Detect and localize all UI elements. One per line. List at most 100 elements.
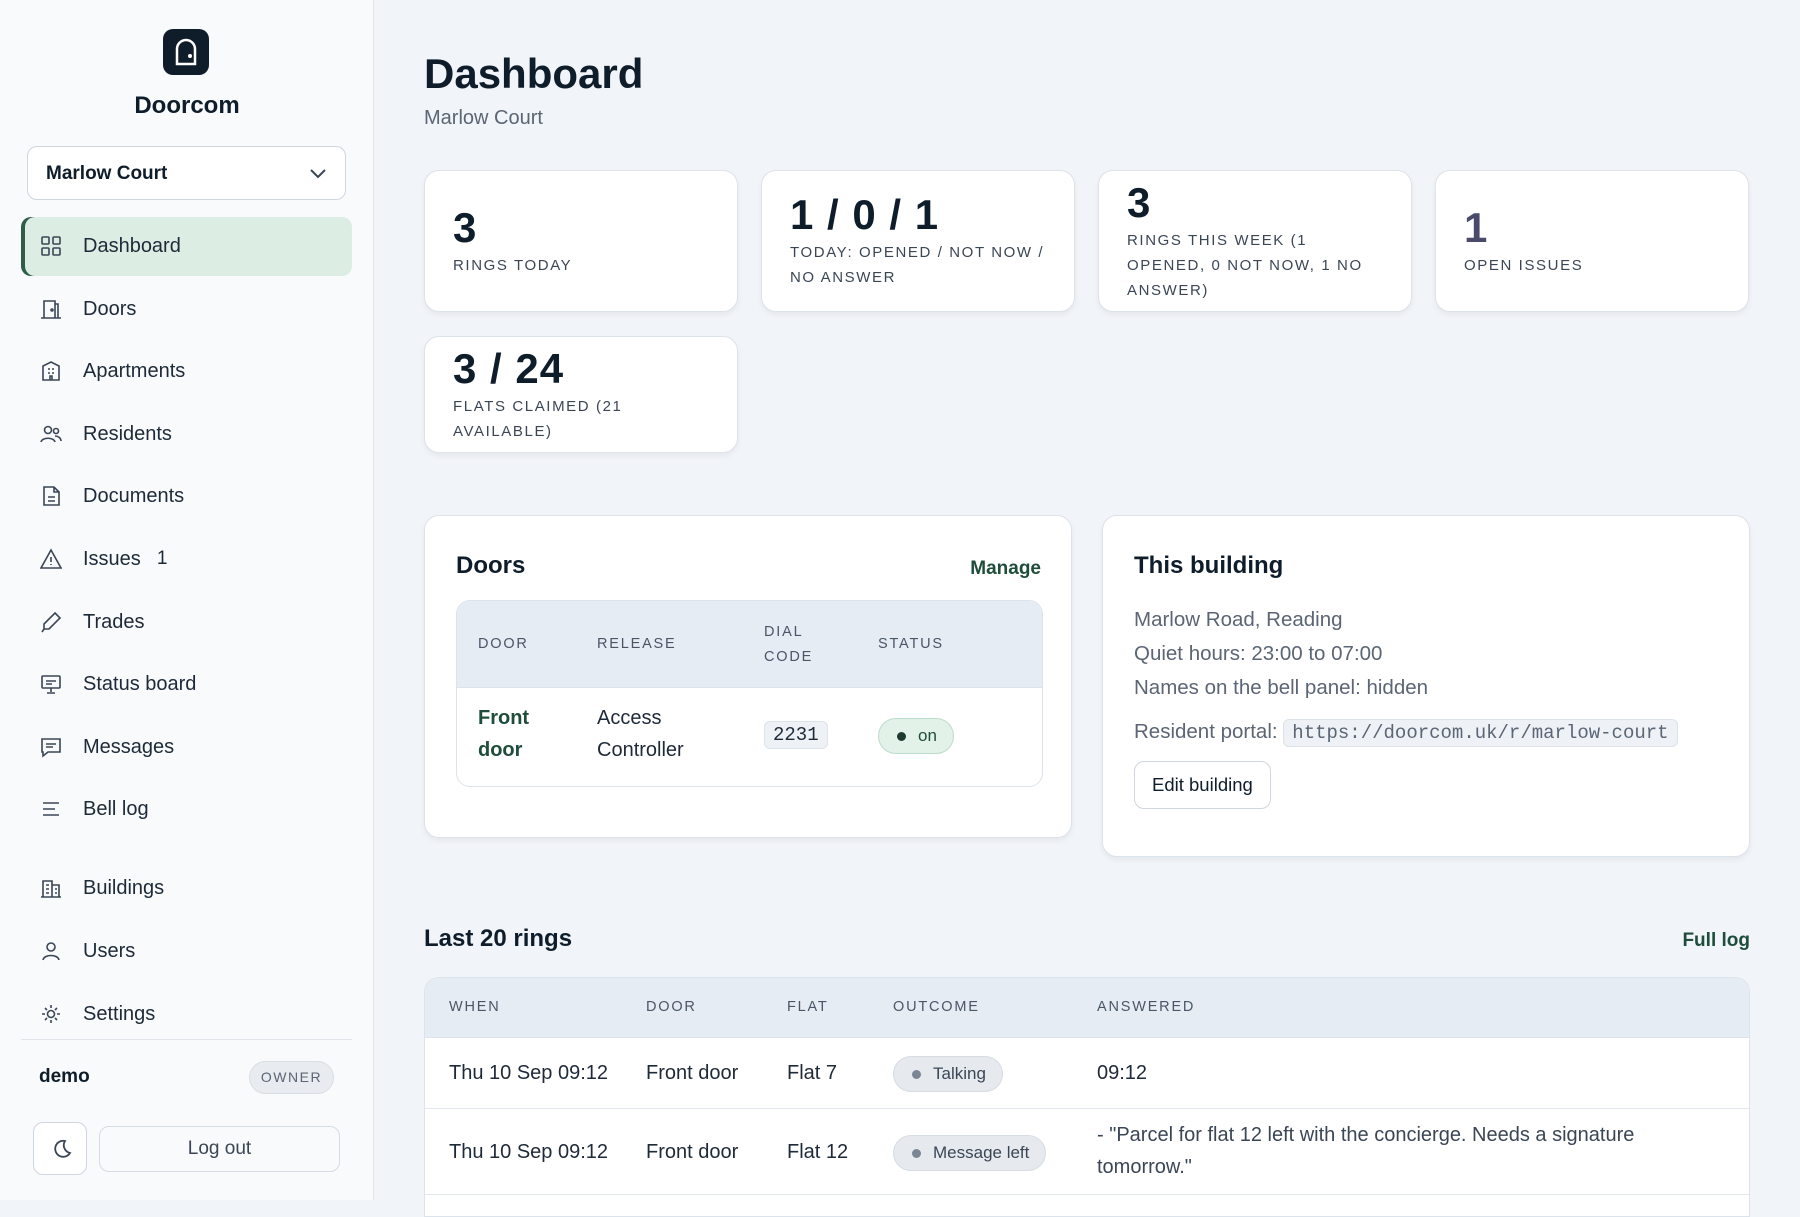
nav-item[interactable]: Users xyxy=(21,922,352,981)
card-title: This building xyxy=(1134,552,1284,579)
nav-item[interactable]: Issues 1 xyxy=(21,530,352,589)
stat-value: 3 xyxy=(453,203,478,251)
building-card: This building Resident portal: https://d… xyxy=(1102,515,1750,857)
moon-icon xyxy=(54,1139,72,1158)
nav-label: Bell log xyxy=(83,798,149,821)
table-header: DOOR RELEASE DIAL CODE STATUS xyxy=(457,601,1042,688)
nav-label: Dashboard xyxy=(83,235,181,257)
door-code: 2231 xyxy=(764,721,828,749)
stat-card: 3 RINGS TODAY xyxy=(424,170,738,312)
stat-label: OPEN ISSUES xyxy=(1464,256,1584,274)
user-role: OWNER xyxy=(249,1061,334,1094)
building-line: Names on the bell panel: hidden xyxy=(1134,676,1429,699)
stat-value: 3 xyxy=(1127,178,1152,226)
nav-item[interactable]: Settings xyxy=(21,985,352,1039)
sidebar: Doorcom Marlow Court Dashboard Doors Apart… xyxy=(0,0,374,1200)
column-header: DOOR xyxy=(646,999,697,1015)
brand: Doorcom xyxy=(134,92,240,119)
column-header: FLAT xyxy=(787,999,829,1015)
stat-label: RINGS THIS WEEK (1 OPENED, 0 NOT NOW, 1 … xyxy=(1127,231,1363,299)
separator xyxy=(21,1039,352,1040)
nav-label: Status board xyxy=(83,673,197,696)
nav-item[interactable]: Dashboard xyxy=(21,217,352,276)
table-header: WHEN DOOR FLAT OUTCOME ANSWERED xyxy=(425,978,1749,1038)
nav-label: Trades xyxy=(83,610,145,633)
nav-icon xyxy=(42,361,60,381)
outcome-cell: Talking xyxy=(893,1056,1003,1092)
nav-icon xyxy=(41,236,61,256)
column-header: OUTCOME xyxy=(893,999,980,1015)
nav-label: Documents xyxy=(83,485,185,508)
nav-icon xyxy=(41,299,61,319)
nav-item[interactable]: Residents xyxy=(21,405,352,464)
stat-value: 1 / 0 / 1 xyxy=(790,191,940,238)
nav-icon xyxy=(43,486,60,507)
ring-answered: - "Parcel for flat 12 left with the conc… xyxy=(1097,1124,1635,1178)
stat-value: 3 / 24 xyxy=(453,344,565,392)
column-header: DIAL CODE xyxy=(764,624,814,665)
theme-toggle[interactable] xyxy=(33,1122,87,1175)
door-code-cell: 2231 xyxy=(764,718,828,751)
page-subtitle: Marlow Court xyxy=(424,107,543,129)
status-label: on xyxy=(918,726,937,745)
portal-line: Resident portal: https://doorcom.uk/r/ma… xyxy=(1134,719,1678,747)
outcome-dot xyxy=(912,1148,921,1158)
column-header: DOOR xyxy=(478,636,529,652)
nav-icon xyxy=(40,425,62,443)
chevron xyxy=(310,169,326,179)
edit-building-button[interactable]: Edit building xyxy=(1134,761,1271,809)
nav-icon xyxy=(42,942,60,961)
nav-label: Buildings xyxy=(83,877,165,900)
nav-label: Settings xyxy=(83,1002,156,1025)
stats: 3 RINGS TODAY 1 / 0 / 1 TODAY: OPENED / NOT… xyxy=(424,170,1749,453)
logo xyxy=(163,29,209,75)
status-pill: on xyxy=(878,718,954,754)
logo-icon xyxy=(175,38,197,66)
nav-item[interactable]: Documents xyxy=(21,467,352,526)
ring-flat: Flat 7 xyxy=(787,1062,838,1084)
card-title: Doors xyxy=(456,552,526,579)
manage-link[interactable]: Manage xyxy=(970,558,1041,579)
logout-button[interactable]: Log out xyxy=(99,1126,340,1172)
nav-label: Doors xyxy=(83,297,137,320)
outcome-pill: Message left xyxy=(893,1135,1047,1171)
stat-card: 1 / 0 / 1 TODAY: OPENED / NOT NOW / NO AN… xyxy=(761,170,1075,312)
nav-item[interactable]: Bell log xyxy=(21,780,352,839)
main: Dashboard Marlow Court 3 RINGS TODAY 1 / 0… xyxy=(424,0,1750,1217)
stat-label: RINGS TODAY xyxy=(453,256,573,274)
stat-value: 1 xyxy=(1464,203,1489,251)
nav-icon xyxy=(40,548,62,569)
nav-label: Apartments xyxy=(83,360,186,383)
nav-label: Users xyxy=(83,939,136,962)
ring-answered: 09:12 xyxy=(1097,1062,1148,1084)
nav-item[interactable]: Status board xyxy=(21,655,352,714)
table-row: Thu 10 Sep 09:12 Front door Flat 12 Message… xyxy=(425,1109,1749,1195)
column-header: WHEN xyxy=(449,999,501,1015)
door-release: Access Controller xyxy=(597,707,684,761)
nav-item[interactable]: Doors xyxy=(21,280,352,339)
nav-item[interactable]: Trades xyxy=(21,593,352,652)
door-name[interactable]: Front door xyxy=(478,707,530,761)
nav-item[interactable]: Apartments xyxy=(21,342,352,401)
user-name: demo xyxy=(39,1066,90,1087)
nav: Dashboard Doors Apartments Residents Documen… xyxy=(21,217,352,1039)
section-title: Last 20 rings xyxy=(424,925,573,952)
portal-url[interactable]: https://doorcom.uk/r/marlow-court xyxy=(1283,719,1678,747)
full-log-link[interactable]: Full log xyxy=(1682,930,1750,951)
column-header: RELEASE xyxy=(597,636,677,652)
doors-table: DOOR RELEASE DIAL CODE STATUS Front door Acce… xyxy=(456,600,1043,787)
outcome-label: Message left xyxy=(933,1143,1030,1162)
nav-label: Residents xyxy=(83,422,172,445)
nav-label: Messages xyxy=(83,735,175,758)
door-status-cell: on xyxy=(878,718,954,754)
outcome-label: Talking xyxy=(933,1064,986,1083)
ring-flat: Flat 12 xyxy=(787,1141,849,1163)
ring-when: Thu 10 Sep 09:12 xyxy=(449,1062,609,1084)
nav-icon xyxy=(41,880,61,899)
nav-item[interactable]: Messages xyxy=(21,718,352,777)
building-select[interactable]: Marlow Court xyxy=(27,146,346,200)
column-header: ANSWERED xyxy=(1097,999,1196,1015)
building-line: Marlow Road, Reading xyxy=(1134,608,1343,631)
outcome-pill: Talking xyxy=(893,1056,1003,1092)
nav-item[interactable]: Buildings xyxy=(21,859,352,918)
